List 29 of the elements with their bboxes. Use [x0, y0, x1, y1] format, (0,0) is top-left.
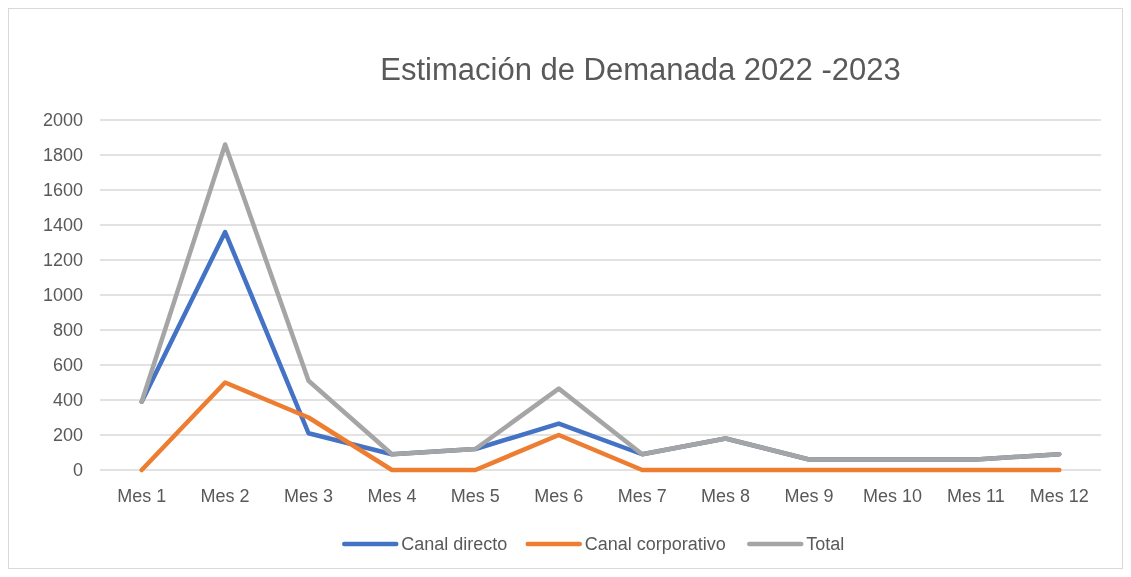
- legend-label: Canal corporativo: [584, 534, 726, 555]
- y-tick-label: 1400: [42, 215, 83, 236]
- x-tick-label: Mes 6: [534, 486, 584, 506]
- y-tick-label: 1800: [42, 145, 83, 166]
- x-tick-label: Mes 2: [200, 486, 250, 506]
- y-tick-label: 800: [52, 320, 83, 341]
- x-tick-label: Mes 4: [367, 486, 417, 506]
- x-tick-label: Mes 7: [617, 486, 667, 506]
- chart-title: Estimación de Demanada 2022 -2023: [380, 52, 901, 87]
- x-tick-label: Mes 12: [1029, 486, 1089, 506]
- x-tick-label: Mes 11: [947, 486, 1005, 506]
- y-tick-label: 600: [52, 355, 83, 376]
- y-tick-label: 1600: [42, 180, 83, 201]
- y-tick-label: 1200: [42, 250, 83, 271]
- y-tick-label: 0: [72, 460, 83, 481]
- x-tick-label: Mes 3: [284, 486, 334, 506]
- x-tick-label: Mes 8: [701, 486, 751, 506]
- x-tick-label: Mes 10: [862, 486, 922, 506]
- legend-label: Total: [806, 534, 845, 555]
- y-tick-label: 400: [52, 390, 83, 411]
- y-tick-label: 1000: [42, 285, 83, 306]
- x-tick-label: Mes 5: [450, 486, 500, 506]
- line-series: [139, 380, 1062, 473]
- y-tick-label: 200: [52, 425, 83, 446]
- x-tick-label: Mes 1: [117, 486, 167, 506]
- x-tick-label: Mes 9: [784, 486, 834, 506]
- legend-label: Canal directo: [401, 534, 508, 555]
- y-tick-label: 2000: [42, 110, 83, 131]
- line-series: [139, 142, 1062, 462]
